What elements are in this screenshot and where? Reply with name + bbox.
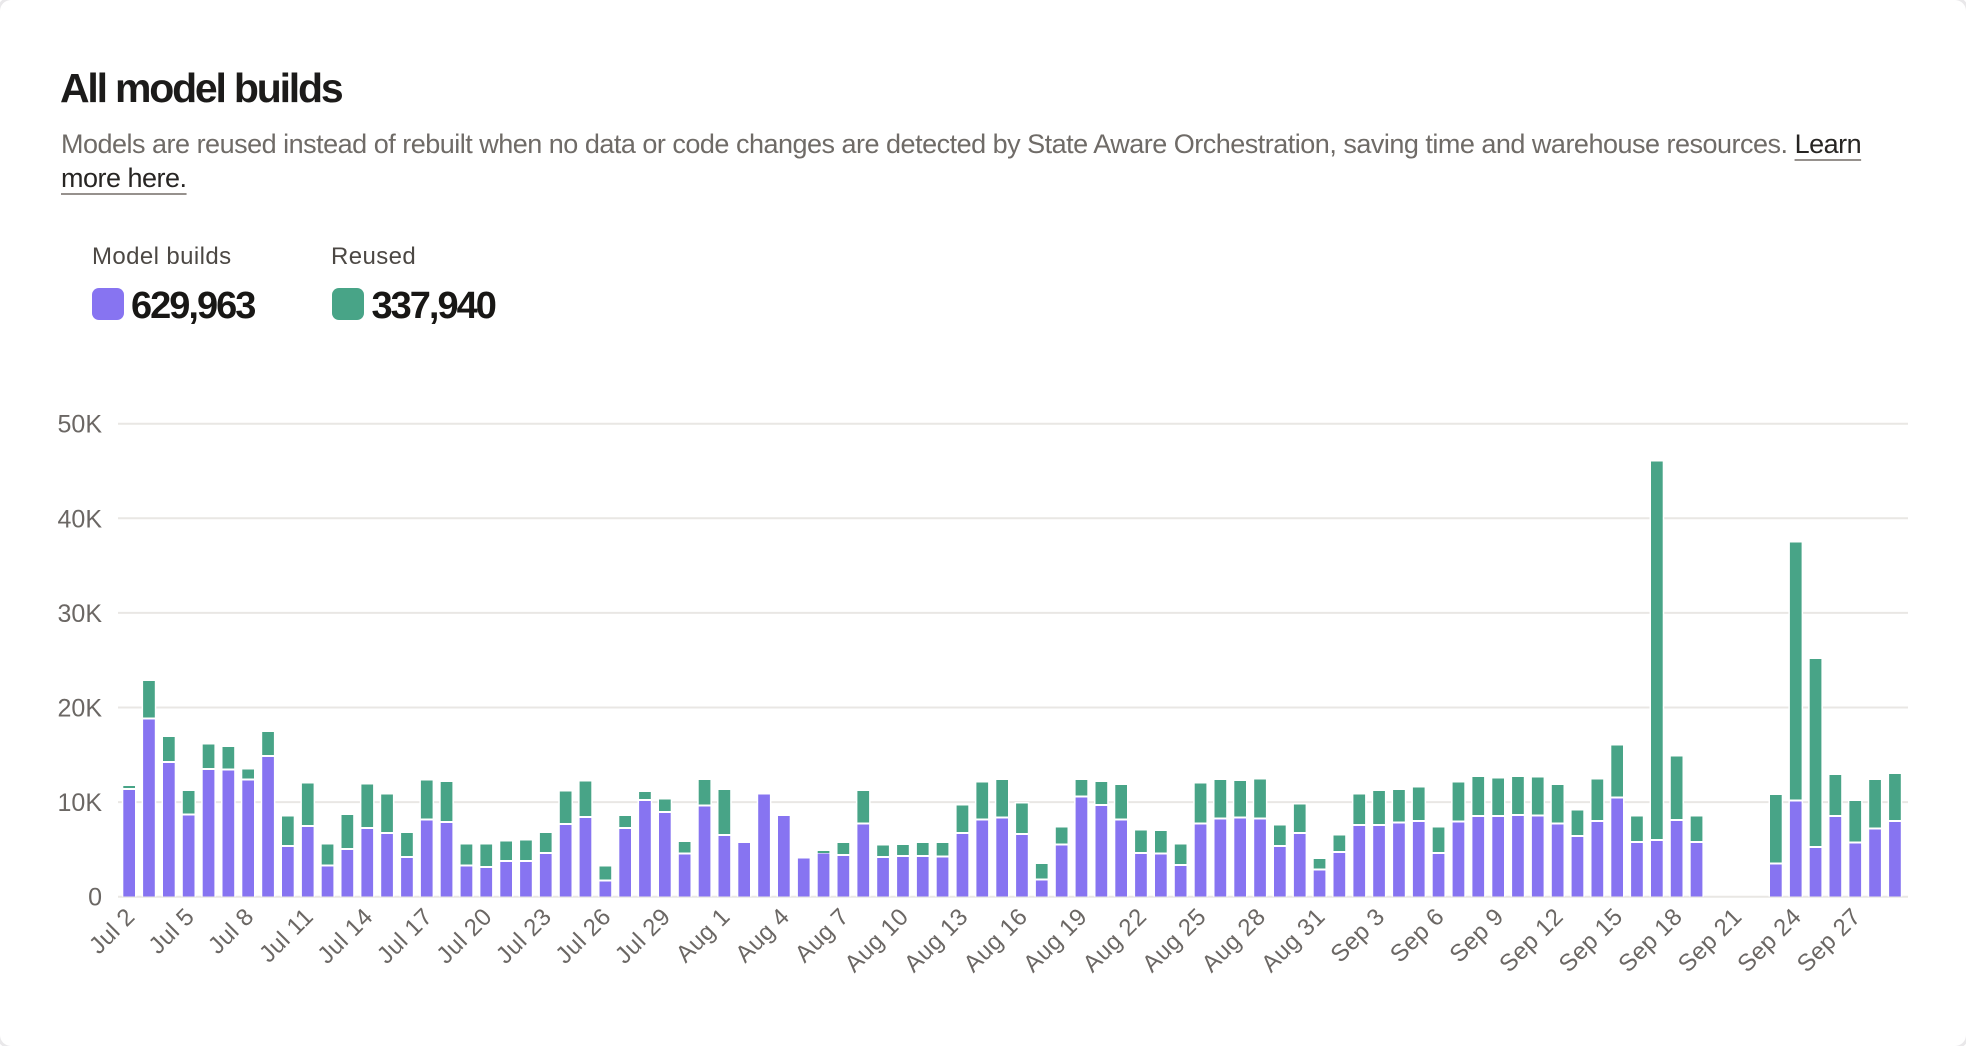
svg-text:Sep 27: Sep 27 [1792, 903, 1867, 978]
svg-text:Jul 26: Jul 26 [550, 903, 616, 969]
svg-text:30K: 30K [58, 600, 103, 628]
svg-text:Aug 10: Aug 10 [840, 903, 915, 978]
svg-text:10K: 10K [58, 789, 103, 817]
svg-text:50K: 50K [58, 411, 103, 439]
svg-text:Sep 12: Sep 12 [1494, 903, 1569, 978]
svg-text:Jul 29: Jul 29 [610, 903, 676, 969]
svg-text:Aug 22: Aug 22 [1078, 903, 1153, 978]
svg-text:Aug 1: Aug 1 [671, 903, 736, 968]
svg-text:Sep 15: Sep 15 [1554, 903, 1629, 978]
svg-text:40K: 40K [58, 505, 103, 533]
svg-text:Jul 20: Jul 20 [431, 903, 497, 969]
svg-text:Sep 21: Sep 21 [1673, 903, 1748, 978]
svg-text:Sep 18: Sep 18 [1613, 903, 1688, 978]
svg-text:Jul 11: Jul 11 [254, 903, 319, 968]
svg-text:Jul 23: Jul 23 [491, 903, 557, 969]
svg-text:20K: 20K [58, 695, 103, 723]
svg-text:0: 0 [88, 884, 102, 912]
svg-text:Jul 14: Jul 14 [312, 903, 378, 969]
svg-text:Aug 19: Aug 19 [1018, 903, 1093, 978]
svg-text:Sep 24: Sep 24 [1732, 903, 1807, 978]
svg-text:Aug 25: Aug 25 [1137, 903, 1212, 978]
svg-text:Sep 3: Sep 3 [1325, 903, 1390, 968]
svg-text:Sep 6: Sep 6 [1385, 903, 1450, 968]
svg-text:Aug 16: Aug 16 [959, 903, 1034, 978]
svg-text:Aug 4: Aug 4 [730, 903, 795, 968]
svg-text:Jul 17: Jul 17 [372, 903, 438, 969]
svg-text:Aug 13: Aug 13 [899, 903, 974, 978]
svg-text:Jul 5: Jul 5 [144, 903, 200, 959]
svg-text:Aug 28: Aug 28 [1197, 903, 1272, 978]
svg-text:Jul 8: Jul 8 [203, 903, 259, 959]
svg-text:Aug 31: Aug 31 [1256, 903, 1331, 978]
